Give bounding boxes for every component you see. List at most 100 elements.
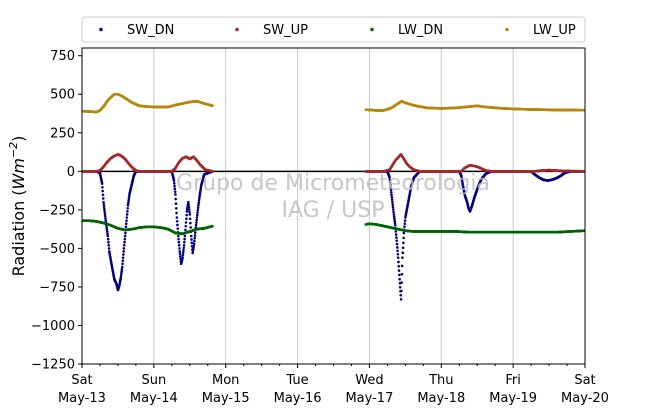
point-sw-dn: [177, 240, 181, 244]
point-sw-dn: [403, 225, 406, 229]
point-lw-dn: [211, 224, 214, 228]
point-sw-dn: [107, 244, 111, 247]
point-sw-dn: [195, 218, 198, 222]
x-tick-date-6: May-19: [489, 391, 537, 406]
point-sw-dn: [183, 237, 186, 241]
point-sw-dn: [184, 224, 188, 228]
point-sw-dn: [193, 234, 197, 237]
point-sw-dn: [107, 240, 110, 244]
point-sw-dn: [104, 217, 107, 220]
point-sw-dn: [402, 231, 406, 235]
point-sw-dn: [399, 293, 403, 297]
point-sw-dn: [119, 274, 123, 277]
point-sw-dn: [124, 225, 128, 229]
point-sw-dn: [183, 234, 187, 238]
point-sw-dn: [389, 186, 393, 189]
x-tick-day-5: Thu: [428, 373, 453, 388]
y-axis-label: Radiation (Wm−2): [7, 136, 28, 277]
point-sw-dn: [176, 223, 179, 227]
point-sw-dn: [173, 187, 177, 191]
point-sw-dn: [172, 179, 176, 182]
point-sw-dn: [124, 231, 127, 235]
point-sw-dn: [122, 247, 126, 250]
point-sw-dn: [390, 198, 394, 201]
point-sw-dn: [120, 272, 123, 275]
point-sw-dn: [393, 221, 397, 225]
x-tick-date-4: May-17: [345, 391, 393, 406]
x-tick-day-1: Sun: [141, 373, 166, 388]
point-sw-dn: [388, 178, 392, 182]
point-sw-dn: [197, 203, 200, 207]
point-sw-dn: [101, 193, 105, 197]
point-sw-dn: [188, 210, 191, 214]
point-sw-dn: [196, 211, 199, 214]
y-tick-label-8: −1250: [31, 358, 75, 373]
y-tick-label-6: −750: [39, 280, 75, 295]
point-sw-dn: [187, 200, 190, 204]
point-sw-dn: [392, 210, 395, 214]
point-sw-dn: [197, 197, 201, 201]
point-lw-up: [211, 104, 214, 108]
point-sw-dn: [105, 230, 109, 233]
legend-label-lw-dn: LW_DN: [398, 23, 443, 38]
point-sw-dn: [400, 272, 404, 276]
point-sw-dn: [193, 236, 196, 240]
point-sw-dn: [197, 199, 201, 203]
point-sw-dn: [102, 205, 106, 209]
point-sw-dn: [398, 277, 401, 281]
point-sw-dn: [125, 213, 129, 216]
point-sw-dn: [172, 182, 176, 185]
point-sw-dn: [187, 208, 191, 211]
point-sw-dn: [101, 197, 105, 200]
point-sw-dn: [182, 244, 186, 247]
point-sw-dn: [394, 233, 398, 236]
series-layer: [82, 92, 585, 301]
point-sw-dn: [395, 236, 398, 239]
point-sw-dn: [173, 184, 176, 188]
point-sw-dn: [105, 228, 109, 231]
point-sw-dn: [177, 244, 181, 247]
point-sw-dn: [397, 269, 401, 272]
point-sw-dn: [174, 202, 178, 205]
plot-area: [82, 48, 585, 364]
point-sw-dn: [175, 219, 179, 223]
y-tick-label-3: 0: [67, 165, 75, 180]
x-axis: SatMay-13SunMay-14MonMay-15TueMay-16WedM…: [58, 364, 609, 406]
point-sw-dn: [127, 195, 131, 198]
x-tick-day-4: Wed: [355, 373, 383, 388]
x-tick-date-0: May-13: [58, 391, 106, 406]
point-sw-dn: [197, 201, 200, 205]
point-sw-dn: [403, 219, 407, 222]
point-sw-dn: [120, 267, 124, 271]
point-sw-dn: [401, 256, 404, 259]
point-sw-dn: [401, 246, 405, 250]
legend-label-sw-up: SW_UP: [263, 23, 308, 38]
point-sw-dn: [103, 212, 107, 216]
point-sw-dn: [123, 240, 126, 244]
point-sw-dn: [102, 200, 105, 204]
x-tick-date-3: May-16: [274, 391, 322, 406]
point-sw-dn: [126, 207, 129, 210]
point-sw-dn: [103, 210, 106, 213]
point-sw-dn: [181, 253, 185, 257]
point-sw-dn: [184, 221, 188, 224]
point-sw-dn: [107, 247, 111, 250]
point-sw-dn: [122, 244, 126, 247]
point-sw-dn: [119, 276, 123, 279]
point-sw-dn: [188, 213, 192, 216]
watermark-line-1: Grupo de Micrometeorologia: [176, 171, 490, 196]
watermark-line-2: IAG / USP: [282, 198, 385, 223]
x-tick-day-6: Fri: [505, 373, 521, 388]
legend: SW_DN SW_UP LW_DN LW_UP: [81, 16, 586, 43]
point-sw-dn: [125, 216, 129, 219]
point-sw-dn: [100, 182, 104, 185]
point-sw-dn: [402, 236, 405, 240]
point-sw-dn: [123, 234, 127, 238]
point-sw-dn: [395, 242, 399, 246]
x-tick-date-5: May-18: [417, 391, 465, 406]
point-sw-dn: [106, 234, 110, 238]
point-sw-dn: [195, 216, 199, 219]
point-sw-dn: [174, 197, 177, 201]
grid-lines: [153, 48, 514, 364]
